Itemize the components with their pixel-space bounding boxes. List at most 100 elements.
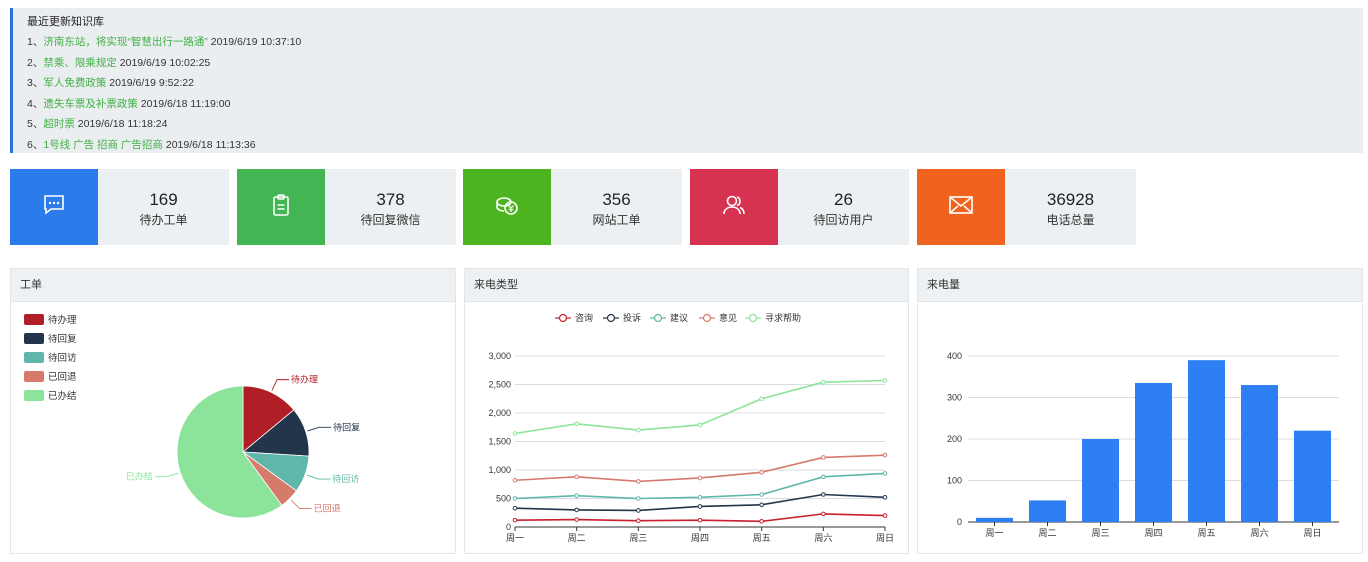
notice-link[interactable]: 超时票: [43, 118, 75, 131]
line-point[interactable]: [697, 475, 703, 481]
notice-index: 6、: [27, 138, 44, 151]
pie-legend-item[interactable]: 已回退: [24, 371, 77, 383]
users-icon: [722, 194, 746, 221]
line-point[interactable]: [882, 378, 888, 383]
pie-legend-swatch: [24, 352, 44, 363]
stat-card[interactable]: 356 网站工单: [463, 169, 682, 245]
line-x-tick: 周三: [629, 533, 647, 543]
bar[interactable]: [1188, 360, 1225, 522]
line-point[interactable]: [882, 452, 888, 458]
line-point[interactable]: [636, 496, 641, 501]
pie-legend-swatch: [24, 371, 44, 382]
pie-label-line: [154, 472, 179, 478]
stat-card[interactable]: 26 待回访用户: [690, 169, 909, 245]
line-x-tick: 周五: [753, 533, 771, 543]
line-point[interactable]: [821, 474, 826, 480]
line-point[interactable]: [636, 518, 641, 524]
line-legend-item[interactable]: 咨询: [555, 312, 593, 323]
bar-x-tick: 周三: [1091, 528, 1109, 538]
line-point[interactable]: [512, 431, 518, 436]
pie-legend-item[interactable]: 待办理: [24, 314, 77, 326]
notice-index: 1、: [27, 36, 44, 48]
pie-legend-swatch: [24, 314, 44, 325]
line-point[interactable]: [574, 421, 579, 427]
bar-y-tick: 100: [947, 476, 962, 486]
bar[interactable]: [1241, 385, 1278, 522]
stat-card[interactable]: 36928 电话总量: [917, 169, 1136, 245]
pie-label-line: [306, 474, 331, 480]
bar[interactable]: [1294, 430, 1331, 522]
line-panel-title: 来电类型: [465, 269, 908, 302]
line-point[interactable]: [697, 495, 703, 500]
pie-panel-title: 工单: [11, 269, 455, 302]
notice-item: 5、超时票 2019/6/18 11:18:24: [27, 114, 1363, 135]
notice-link[interactable]: 1号线 广告 招商 广告招商: [43, 138, 163, 151]
line-point[interactable]: [636, 479, 641, 484]
line-point[interactable]: [882, 495, 888, 500]
line-x-tick: 周二: [568, 533, 586, 543]
pie-legend-item[interactable]: 已办结: [24, 390, 77, 402]
line-point[interactable]: [821, 379, 826, 385]
line-point[interactable]: [512, 496, 518, 501]
stat-card[interactable]: 169 待办工单: [10, 169, 229, 245]
line-point[interactable]: [759, 396, 764, 402]
line-point[interactable]: [636, 427, 641, 433]
pie-slice[interactable]: [242, 385, 295, 453]
notice-item: 1、济南东站，将实现“智慧出行一路通” 2019/6/19 10:37:10: [27, 32, 1363, 53]
notice-time: 2019/6/18 11:19:00: [140, 97, 231, 110]
line-point[interactable]: [759, 519, 764, 524]
stat-card[interactable]: 378 待回复微信: [237, 169, 456, 245]
notice-link[interactable]: 军人免费政策: [43, 77, 107, 90]
pie-slice-label: 已回退: [314, 504, 341, 514]
line-point[interactable]: [512, 477, 518, 483]
line-legend-dot: [558, 313, 568, 323]
notice-time: 2019/6/19 9:52:22: [109, 77, 194, 90]
notice-link[interactable]: 禁乘、限乘规定: [43, 56, 117, 69]
line-point[interactable]: [574, 517, 579, 522]
bar[interactable]: [976, 517, 1013, 522]
pie-slice[interactable]: [176, 385, 283, 519]
line-legend-item[interactable]: 投诉: [603, 312, 641, 323]
line-point[interactable]: [882, 471, 888, 476]
line-point[interactable]: [574, 493, 579, 498]
bar-x-tick: 周二: [1038, 528, 1056, 538]
line-point[interactable]: [636, 508, 641, 513]
pie-legend-label: 已办结: [48, 390, 77, 402]
line-point[interactable]: [759, 469, 764, 475]
bar-x-tick: 周六: [1250, 527, 1268, 538]
line-point[interactable]: [821, 455, 826, 460]
line-legend-item[interactable]: 建议: [650, 312, 688, 323]
line-point[interactable]: [697, 517, 703, 523]
stat-label: 电话总量: [1046, 213, 1095, 227]
notice-link[interactable]: 遗失车票及补票政策: [43, 97, 138, 110]
pie-legend-item[interactable]: 待回访: [24, 352, 77, 364]
line-point[interactable]: [574, 507, 579, 513]
bar-x-tick: 周五: [1197, 528, 1215, 538]
notice-index: 5、: [27, 118, 44, 131]
stat-value: 378: [376, 190, 405, 209]
line-y-tick: 0: [506, 522, 511, 532]
line-legend-item[interactable]: 寻求帮助: [745, 312, 801, 323]
line-point[interactable]: [882, 513, 888, 518]
pie-legend-label: 待回访: [48, 352, 77, 364]
pie-legend-item[interactable]: 待回复: [24, 333, 77, 345]
line-point[interactable]: [697, 504, 703, 509]
pie-label-line: [290, 499, 312, 510]
line-point[interactable]: [759, 502, 764, 508]
line-point[interactable]: [512, 517, 518, 523]
notice-link[interactable]: 济南东站，将实现“智慧出行一路通”: [43, 36, 208, 48]
line-legend-item[interactable]: 意见: [699, 312, 737, 323]
line-point[interactable]: [759, 492, 764, 497]
line-point[interactable]: [512, 505, 518, 511]
bar[interactable]: [1082, 439, 1119, 522]
bar[interactable]: [1135, 382, 1172, 522]
bar[interactable]: [1029, 500, 1066, 522]
line-point[interactable]: [821, 511, 826, 517]
notice-time: 2019/6/19 10:37:10: [210, 36, 302, 48]
line-point[interactable]: [574, 474, 579, 480]
pie-slice-label: 待回复: [333, 421, 360, 432]
line-panel: 来电类型 0 500 1,000 1,500 2,000 2,500 3,000 周一 周二 周三…: [464, 268, 909, 554]
line-point[interactable]: [821, 492, 826, 497]
line-point[interactable]: [697, 422, 703, 428]
